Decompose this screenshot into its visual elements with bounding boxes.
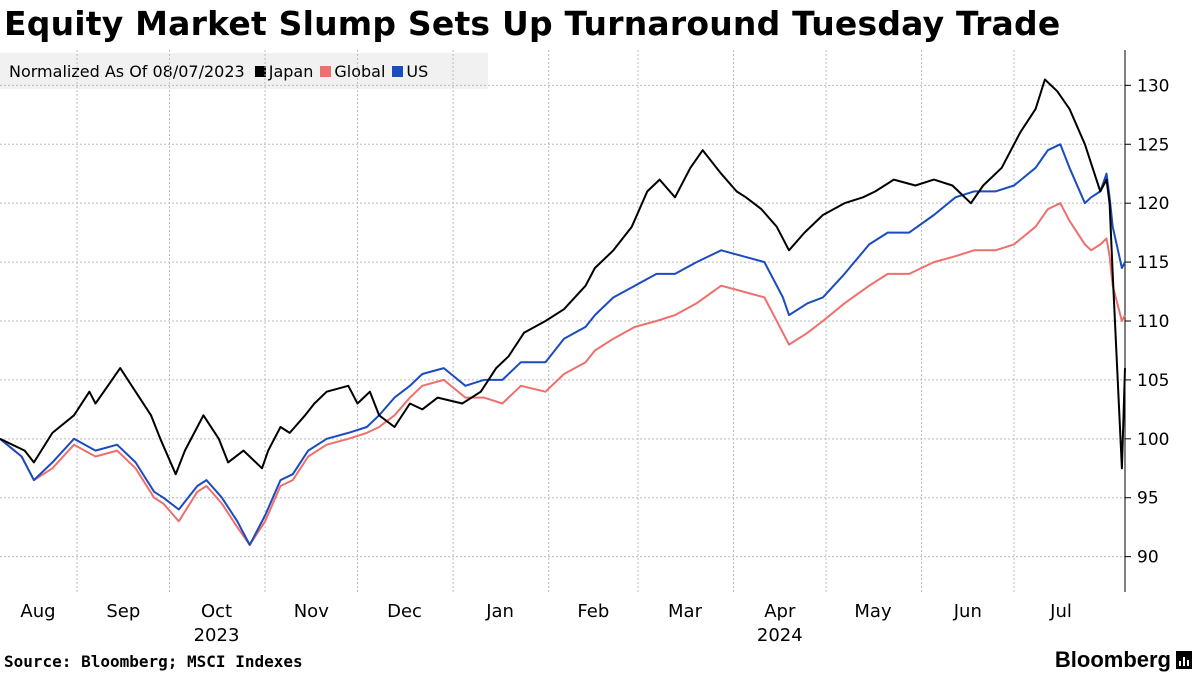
y-tick-label: 115	[1137, 253, 1169, 273]
x-tick-label: Apr	[764, 601, 796, 622]
y-tick-label: 120	[1137, 194, 1169, 214]
legend-swatch-global	[320, 65, 332, 77]
x-tick-label: Jan	[485, 601, 514, 622]
x-tick-label: May	[854, 601, 892, 622]
x-tick-label: Dec	[387, 601, 422, 622]
legend-item-japan: Japan	[254, 61, 314, 81]
x-tick-label: Jul	[1049, 601, 1072, 622]
y-tick-label: 100	[1137, 430, 1169, 450]
y-tick-label: 125	[1137, 135, 1169, 155]
legend-note: Normalized As Of 08/07/2023	[9, 61, 245, 81]
series-line-japan	[0, 78, 1126, 476]
x-tick-label: Oct	[201, 601, 232, 622]
y-tick-label: 95	[1137, 489, 1159, 509]
x-tick-label: Jun	[953, 601, 982, 622]
legend: Normalized As Of 08/07/2023 Japan Global…	[0, 53, 488, 89]
chart-title: Equity Market Slump Sets Up Turnaround T…	[4, 4, 1061, 43]
y-tick-label: 105	[1137, 371, 1169, 391]
x-tick-label: Feb	[577, 601, 609, 622]
x-tick-label: Sep	[106, 601, 140, 622]
legend-label-japan: Japan	[268, 61, 314, 81]
legend-swatch-japan	[254, 65, 266, 77]
legend-swatch-us	[392, 65, 404, 77]
x-year-label: 2024	[757, 625, 803, 646]
series-lines	[0, 78, 1126, 546]
y-tick-label: 110	[1137, 312, 1169, 332]
bloomberg-logo-icon	[1176, 651, 1192, 669]
x-tick-label: Mar	[668, 601, 703, 622]
x-tick-label: Nov	[294, 601, 329, 622]
series-line-global	[0, 202, 1126, 546]
x-year-label: 2023	[194, 625, 240, 646]
legend-item-global: Global	[320, 62, 385, 81]
series-line-us	[0, 143, 1126, 546]
legend-label-us: US	[406, 61, 429, 81]
axes: 90 95 100 105 110 115 120 125 130 Aug Sep Oct Nov Dec…	[20, 50, 1169, 646]
source-note: Source: Bloomberg; MSCI Indexes	[4, 652, 303, 671]
brand-name: Bloomberg	[1054, 647, 1171, 672]
y-tick-label: 90	[1137, 548, 1159, 568]
legend-item-us: US	[392, 62, 428, 81]
legend-label-global: Global	[334, 61, 386, 81]
x-tick-label: Aug	[20, 601, 55, 622]
y-tick-label: 130	[1137, 76, 1169, 96]
brand-logo: Bloomberg	[1055, 647, 1192, 673]
